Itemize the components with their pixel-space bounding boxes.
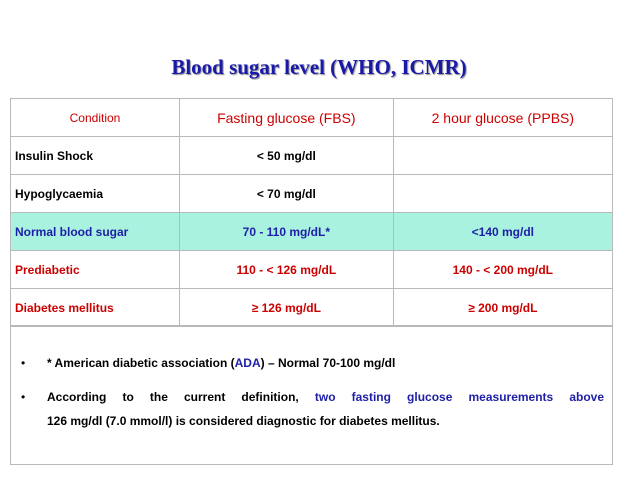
note-definition-blue: two fasting glucose measurements above [314,390,605,404]
note-definition-line2: 126 mg/dl (7.0 mmol/l) is considered dia… [47,414,440,428]
table-row: Diabetes mellitus ≥ 126 mg/dL ≥ 200 mg/d… [10,288,614,327]
condition-cell: Prediabetic [10,250,180,289]
table-header-row: Condition Fasting glucose (FBS) 2 hour g… [10,98,614,137]
table-row: Hypoglycaemia < 70 mg/dl [10,174,614,213]
blood-sugar-table: Condition Fasting glucose (FBS) 2 hour g… [10,98,614,327]
fbs-cell: < 50 mg/dl [179,136,394,175]
note-definition-line1: According to the current definition, two… [47,386,604,408]
ppbs-cell [392,136,614,175]
note-ada-prefix: * American diabetic association ( [47,356,235,370]
table-row-normal: Normal blood sugar 70 - 110 mg/dL* <140 … [10,212,614,251]
header-condition: Condition [10,98,180,137]
fbs-cell: 70 - 110 mg/dL* [179,212,394,251]
condition-cell: Diabetes mellitus [10,288,180,327]
page-title: Blood sugar level (WHO, ICMR) [171,55,467,79]
table-row: Prediabetic 110 - < 126 mg/dL 140 - < 20… [10,250,614,289]
fbs-cell: < 70 mg/dl [179,174,394,213]
ppbs-cell: 140 - < 200 mg/dL [392,250,614,289]
ppbs-cell: ≥ 200 mg/dL [392,288,614,327]
condition-cell: Normal blood sugar [10,212,180,251]
fbs-cell: 110 - < 126 mg/dL [179,250,394,289]
bullet-marker: • [21,356,26,370]
note-ada: * American diabetic association (ADA) – … [47,352,604,374]
note-ada-suffix: ) – Normal 70-100 mg/dl [260,356,396,370]
condition-cell: Insulin Shock [10,136,180,175]
bullet-marker: • [21,390,26,404]
ppbs-cell: <140 mg/dl [392,212,614,251]
note-ada-abbr: ADA [234,356,261,370]
header-ppbs: 2 hour glucose (PPBS) [392,98,614,137]
ppbs-cell [392,174,614,213]
header-fbs: Fasting glucose (FBS) [179,98,394,137]
notes-box: • * American diabetic association (ADA) … [10,325,613,465]
condition-cell: Hypoglycaemia [10,174,180,213]
fbs-cell: ≥ 126 mg/dL [179,288,394,327]
note-definition-prefix: According to the current definition, [47,390,315,404]
table-row: Insulin Shock < 50 mg/dl [10,136,614,175]
